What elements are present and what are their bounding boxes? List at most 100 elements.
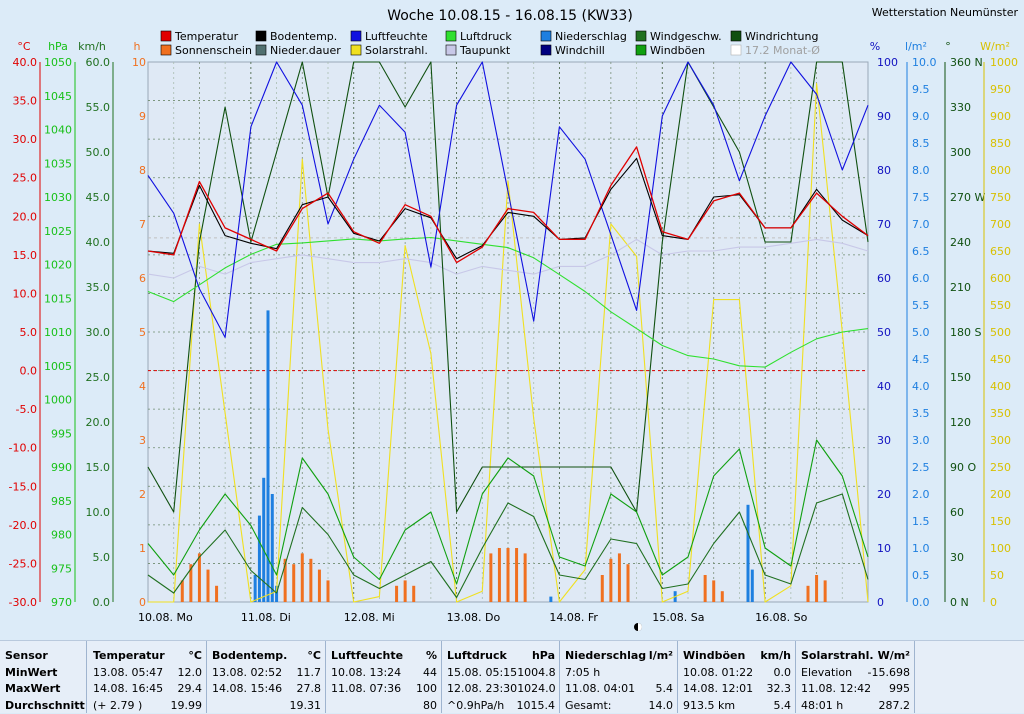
axis-tick-label-direction: 330 bbox=[950, 101, 971, 114]
axis-tick-label-direction: 0 N bbox=[950, 596, 969, 609]
sunshine-bar bbox=[207, 570, 210, 602]
legend-label: Windchill bbox=[555, 44, 605, 57]
stats-cell-label: 11.08. 12:42 bbox=[801, 681, 871, 698]
legend-label: 17.2 Monat-Ø bbox=[745, 44, 820, 57]
axis-tick-label-pressure: 980 bbox=[51, 529, 72, 542]
axis-tick-label-temp: -30.0 bbox=[9, 596, 37, 609]
legend-swatch bbox=[541, 31, 551, 41]
stats-cell-value: 12.0 bbox=[178, 665, 203, 682]
legend-label: Bodentemp. bbox=[270, 30, 337, 43]
axis-tick-label-temp: 30.0 bbox=[13, 133, 38, 146]
stats-panel-unit: hPa bbox=[532, 648, 555, 665]
axis-tick-label-rain: 4.5 bbox=[912, 353, 930, 366]
axis-tick-label-solar: 350 bbox=[990, 407, 1011, 420]
sunshine-bar bbox=[712, 580, 715, 602]
axis-tick-label-temp: -5.0 bbox=[16, 403, 37, 416]
stats-cell-label: 11.08. 07:36 bbox=[331, 681, 401, 698]
axis-tick-label-direction: 30 bbox=[950, 551, 964, 564]
stats-row: 7:05 h bbox=[565, 665, 673, 682]
stats-cell-label: 13.08. 05:47 bbox=[93, 665, 163, 682]
axis-tick-label-wind: 10.0 bbox=[86, 506, 111, 519]
axis-tick-label-rain: 1.0 bbox=[912, 542, 930, 555]
axis-tick-label-direction: 60 bbox=[950, 506, 964, 519]
stats-cell-label: 10.08. 01:22 bbox=[683, 665, 753, 682]
sunshine-bar bbox=[627, 564, 630, 602]
axis-tick-label-hours: 4 bbox=[139, 380, 146, 393]
sunshine-bar bbox=[309, 559, 312, 602]
axis-tick-label-rain: 2.0 bbox=[912, 488, 930, 501]
axis-tick-label-pressure: 1050 bbox=[44, 56, 72, 69]
legend-swatch bbox=[446, 45, 456, 55]
stats-cell-value: 1024.0 bbox=[517, 681, 556, 698]
axis-tick-label-rain: 6.5 bbox=[912, 245, 930, 258]
sunshine-bar bbox=[198, 553, 201, 602]
axis-tick-label-solar: 150 bbox=[990, 515, 1011, 528]
axis-tick-label-direction: 360 N bbox=[950, 56, 983, 69]
axis-tick-label-humidity: 70 bbox=[877, 218, 891, 231]
x-axis-label: 11.08. Di bbox=[241, 611, 291, 624]
axis-tick-label-wind: 40.0 bbox=[86, 236, 111, 249]
axis-unit-temp: °C bbox=[17, 40, 31, 53]
legend-swatch bbox=[446, 31, 456, 41]
axis-tick-label-rain: 8.0 bbox=[912, 164, 930, 177]
axis-tick-label-temp: 10.0 bbox=[13, 287, 38, 300]
stats-cell-value: 100 bbox=[416, 681, 437, 698]
axis-tick-label-temp: -15.0 bbox=[9, 480, 37, 493]
axis-tick-label-rain: 5.0 bbox=[912, 326, 930, 339]
axis-tick-label-hours: 0 bbox=[139, 596, 146, 609]
axis-tick-label-solar: 750 bbox=[990, 191, 1011, 204]
axis-unit-rain: l/m² bbox=[905, 40, 927, 53]
axis-tick-label-direction: 150 bbox=[950, 371, 971, 384]
stats-label-max: MaxWert bbox=[5, 681, 82, 698]
sunshine-bar bbox=[618, 553, 621, 602]
stats-cell-label: 11.08. 04:01 bbox=[565, 681, 635, 698]
sunshine-bar bbox=[327, 580, 330, 602]
stats-panel-title: Niederschlag bbox=[565, 648, 646, 665]
axis-tick-label-wind: 55.0 bbox=[86, 101, 111, 114]
legend-swatch bbox=[636, 45, 646, 55]
rain-bar bbox=[258, 516, 261, 602]
stats-row: 13.08. 05:47 12.0 bbox=[93, 665, 202, 682]
sunshine-bar bbox=[609, 559, 612, 602]
axis-tick-label-solar: 50 bbox=[990, 569, 1004, 582]
stats-panel-title: Temperatur bbox=[93, 648, 165, 665]
axis-tick-label-wind: 60.0 bbox=[86, 56, 111, 69]
axis-tick-label-temp: 25.0 bbox=[13, 172, 38, 185]
axis-tick-label-pressure: 985 bbox=[51, 495, 72, 508]
legend-label: Taupunkt bbox=[459, 44, 511, 57]
legend-label: Windböen bbox=[650, 44, 705, 57]
axis-tick-label-rain: 3.0 bbox=[912, 434, 930, 447]
axis-tick-label-rain: 0.0 bbox=[912, 596, 930, 609]
axis-tick-label-rain: 8.5 bbox=[912, 137, 930, 150]
axis-tick-label-hours: 1 bbox=[139, 542, 146, 555]
stats-cell-value: 5.4 bbox=[656, 681, 674, 698]
legend-label: Sonnenschein bbox=[175, 44, 252, 57]
axis-tick-label-pressure: 1025 bbox=[44, 225, 72, 238]
axis-tick-label-pressure: 995 bbox=[51, 427, 72, 440]
axis-tick-label-rain: 0.5 bbox=[912, 569, 930, 582]
sunshine-bar bbox=[524, 553, 527, 602]
stats-cell-value: 0.0 bbox=[774, 665, 792, 682]
stats-cell-label: 13.08. 02:52 bbox=[212, 665, 282, 682]
stats-panel-header: Bodentemp.°C bbox=[212, 648, 321, 665]
stats-cell-label: 12.08. 23:30 bbox=[447, 681, 517, 698]
axis-tick-label-humidity: 100 bbox=[877, 56, 898, 69]
stats-row: 11.08. 07:36 100 bbox=[331, 681, 437, 698]
axis-tick-label-temp: -20.0 bbox=[9, 519, 37, 532]
legend-swatch bbox=[351, 31, 361, 41]
stats-cell-label: 14.08. 12:01 bbox=[683, 681, 753, 698]
legend-label: Windrichtung bbox=[745, 30, 818, 43]
sunshine-bar bbox=[601, 575, 604, 602]
stats-row: 11.08. 04:01 5.4 bbox=[565, 681, 673, 698]
rain-bar bbox=[262, 478, 265, 602]
rain-bar bbox=[747, 505, 750, 602]
station-name: Wetterstation Neumünster bbox=[872, 6, 1019, 19]
axis-tick-label-rain: 7.0 bbox=[912, 218, 930, 231]
axis-tick-label-temp: 5.0 bbox=[20, 326, 38, 339]
